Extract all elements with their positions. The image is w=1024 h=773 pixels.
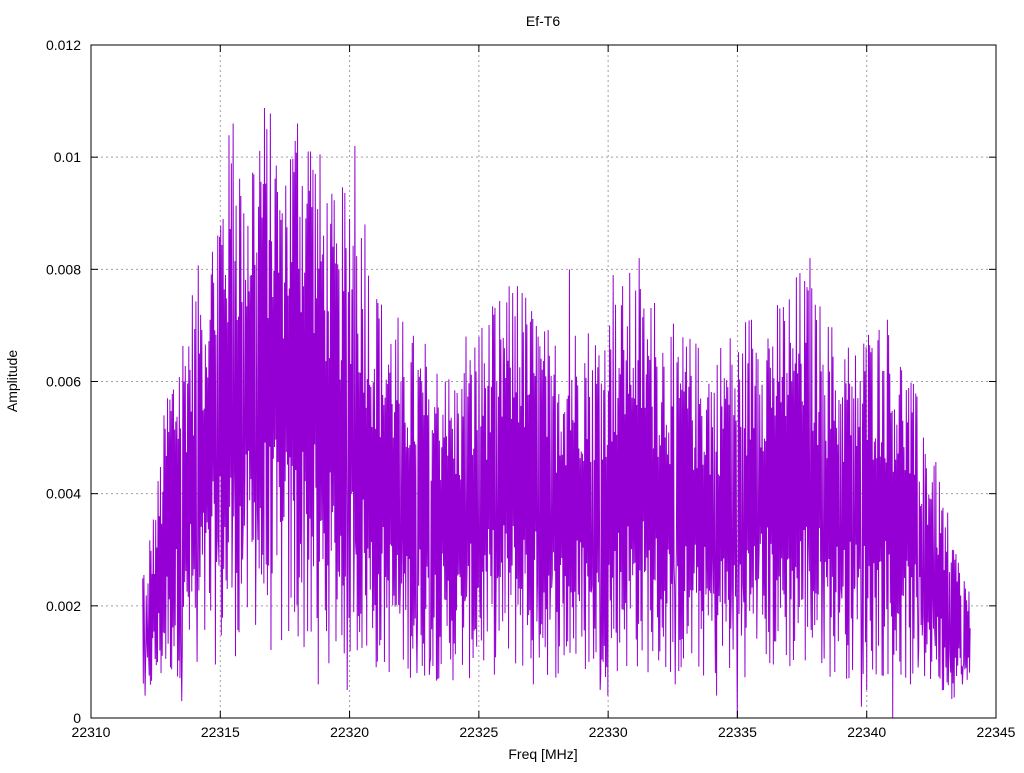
y-axis-label: Amplitude [4,350,20,412]
chart-title: Ef-T6 [526,13,560,29]
x-tick-label: 22340 [847,724,886,740]
x-tick-label: 22320 [330,724,369,740]
y-tick-label: 0.006 [46,374,81,390]
x-axis-tick-labels: 22310 22315 22320 22325 22330 22335 22340 22345 [72,724,1016,740]
y-tick-label: 0.01 [54,149,81,165]
x-tick-label: 22345 [977,724,1016,740]
y-tick-label: 0.008 [46,261,81,277]
y-axis-tick-labels: 0 0.002 0.004 0.006 0.008 0.01 0.012 [46,37,81,726]
x-tick-label: 22315 [201,724,240,740]
x-tick-label: 22330 [589,724,628,740]
x-tick-label: 22335 [718,724,757,740]
axis-ticks [90,44,997,719]
y-tick-label: 0.012 [46,37,81,53]
y-tick-label: 0.002 [46,598,81,614]
y-tick-label: 0.004 [46,486,81,502]
x-axis-label: Freq [MHz] [508,746,577,762]
y-tick-label: 0 [73,710,81,726]
plot-area [142,108,971,719]
x-tick-label: 22325 [459,724,498,740]
x-tick-label: 22310 [72,724,111,740]
series-line [142,108,971,719]
